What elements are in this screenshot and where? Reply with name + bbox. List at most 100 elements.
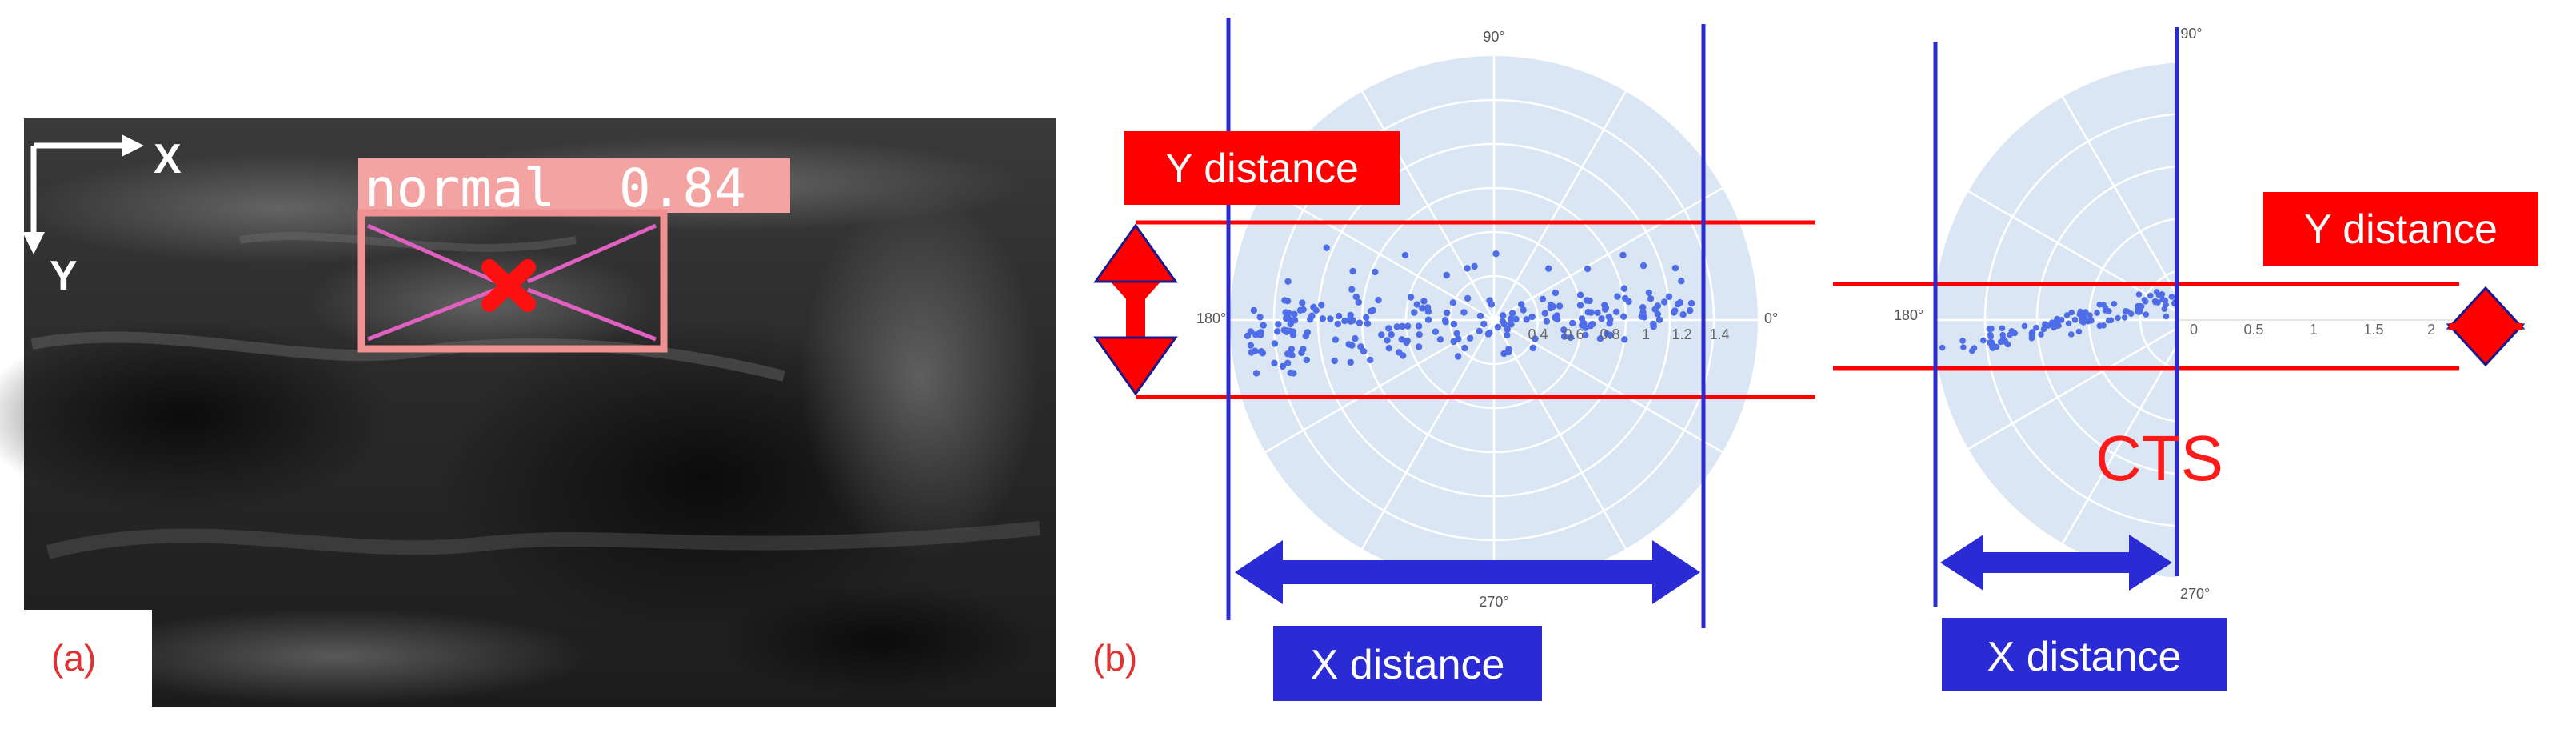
scatter-point <box>1466 334 1474 342</box>
radial-tick: 1.5 <box>2363 322 2383 338</box>
scatter-point <box>1419 305 1426 312</box>
scatter-point <box>1598 315 1605 322</box>
scatter-point <box>1505 346 1512 353</box>
scatter-point <box>1687 306 1694 314</box>
scatter-point <box>1461 344 1468 352</box>
scatter-point <box>1687 299 1695 307</box>
scatter-point <box>2136 309 2143 315</box>
scatter-point <box>2168 294 2175 300</box>
scatter-point <box>1415 343 1423 350</box>
scatter-point <box>1620 285 1628 292</box>
scatter-point <box>1999 325 2006 332</box>
scatter-point <box>1250 306 1258 314</box>
scatter-point <box>1512 315 1520 323</box>
scatter-point <box>1582 331 1589 339</box>
scatter-point <box>1676 299 1683 306</box>
scatter-point <box>1523 316 1530 323</box>
scatter-point <box>1494 323 1502 331</box>
scatter-point <box>2007 331 2013 338</box>
scatter-point <box>1553 312 1560 319</box>
scatter-point <box>1300 346 1307 353</box>
scatter-point <box>2141 297 2148 303</box>
radial-tick: 0.5 <box>2243 322 2263 338</box>
scatter-point <box>1464 265 1471 272</box>
scatter-point <box>2080 312 2087 318</box>
scatter-point <box>2033 324 2039 331</box>
box-center-arrows <box>366 223 657 342</box>
scatter-point <box>1372 268 1379 276</box>
radial-tick: 1 <box>1642 326 1650 342</box>
scatter-point <box>1539 295 1547 303</box>
scatter-point <box>2021 322 2028 330</box>
scatter-point <box>1476 327 1483 334</box>
scatter-point <box>1299 299 1306 306</box>
scatter-point <box>1596 335 1604 342</box>
x-range-lines-right <box>1933 27 2179 607</box>
scatter-point <box>1671 264 1679 272</box>
scatter-point <box>1349 317 1356 324</box>
scatter-point <box>1388 331 1395 338</box>
scatter-point <box>2040 326 2047 333</box>
radial-tick: 0.4 <box>1528 326 1548 342</box>
scatter-point <box>2075 328 2083 335</box>
scatter-point <box>1589 320 1596 328</box>
scatter-point <box>2038 331 2044 338</box>
box-center-cross-icon <box>481 259 536 312</box>
x-range-lines-left <box>1226 18 1706 628</box>
scatter-point <box>1532 335 1539 342</box>
scatter-point <box>1291 317 1299 324</box>
detection-box <box>357 209 668 353</box>
scatter-point <box>1601 306 1609 313</box>
scatter-point <box>1556 302 1564 310</box>
scatter-point <box>1508 310 1516 317</box>
scatter-point <box>2071 317 2079 323</box>
scatter-point <box>1988 326 1995 332</box>
scatter-point <box>1252 347 1259 354</box>
scatter-point <box>1335 312 1343 320</box>
radial-ticks-left: 0.4 0.6 0.8 1 1.2 1.4 <box>1528 326 1729 342</box>
scatter-point <box>1287 320 1294 328</box>
scatter-point <box>2163 313 2170 320</box>
scatter-point <box>1569 319 1576 327</box>
scatter-point <box>1971 345 1978 351</box>
scatter-point <box>1319 315 1327 322</box>
y-distance-label-right-bg <box>2263 192 2538 266</box>
scatter-point <box>1650 321 1657 328</box>
radial-tick: 1.4 <box>1709 326 1729 342</box>
scatter-point <box>1454 353 1462 360</box>
scatter-point <box>1960 344 1967 350</box>
scatter-point <box>2087 312 2093 318</box>
radial-tick: 1 <box>2310 322 2318 338</box>
scatter-point <box>1355 298 1363 306</box>
scatter-point <box>1284 298 1292 305</box>
scatter-point <box>2087 317 2095 323</box>
x-distance-arrow-right <box>1940 535 2172 591</box>
scatter-point <box>1290 370 1297 377</box>
scatter-point <box>2111 301 2118 307</box>
scatter-point <box>2094 310 2100 316</box>
y-distance-label-left-bg <box>1124 131 1400 205</box>
scatter-point <box>1393 323 1401 330</box>
radial-tick: 1.2 <box>1671 326 1691 342</box>
scatter-point <box>1257 348 1265 355</box>
scatter-point <box>1443 271 1451 279</box>
angle-0-left: 0° <box>1764 310 1778 326</box>
scatter-point <box>2135 291 2143 298</box>
scatter-point <box>1275 321 1282 328</box>
scatter-point <box>1284 359 1292 366</box>
radial-ticks-right: 0 0.5 1 1.5 2 <box>2190 322 2435 338</box>
scatter-point <box>1500 350 1508 358</box>
scatter-point <box>1647 295 1655 302</box>
x-distance-label-left-bg <box>1273 626 1542 701</box>
scatter-point <box>1654 302 1662 310</box>
scatter-point <box>1588 309 1595 316</box>
scatter-point <box>1331 357 1338 365</box>
scatter-point <box>1424 316 1432 323</box>
scatter-point <box>1576 302 1584 309</box>
scatter-point <box>1993 343 2000 350</box>
axis-x-label: X <box>154 136 182 182</box>
scatter-point <box>1560 333 1568 340</box>
scatter-point <box>1670 309 1678 316</box>
scatter-point <box>1279 362 1287 371</box>
scatter-point <box>1260 322 1267 329</box>
